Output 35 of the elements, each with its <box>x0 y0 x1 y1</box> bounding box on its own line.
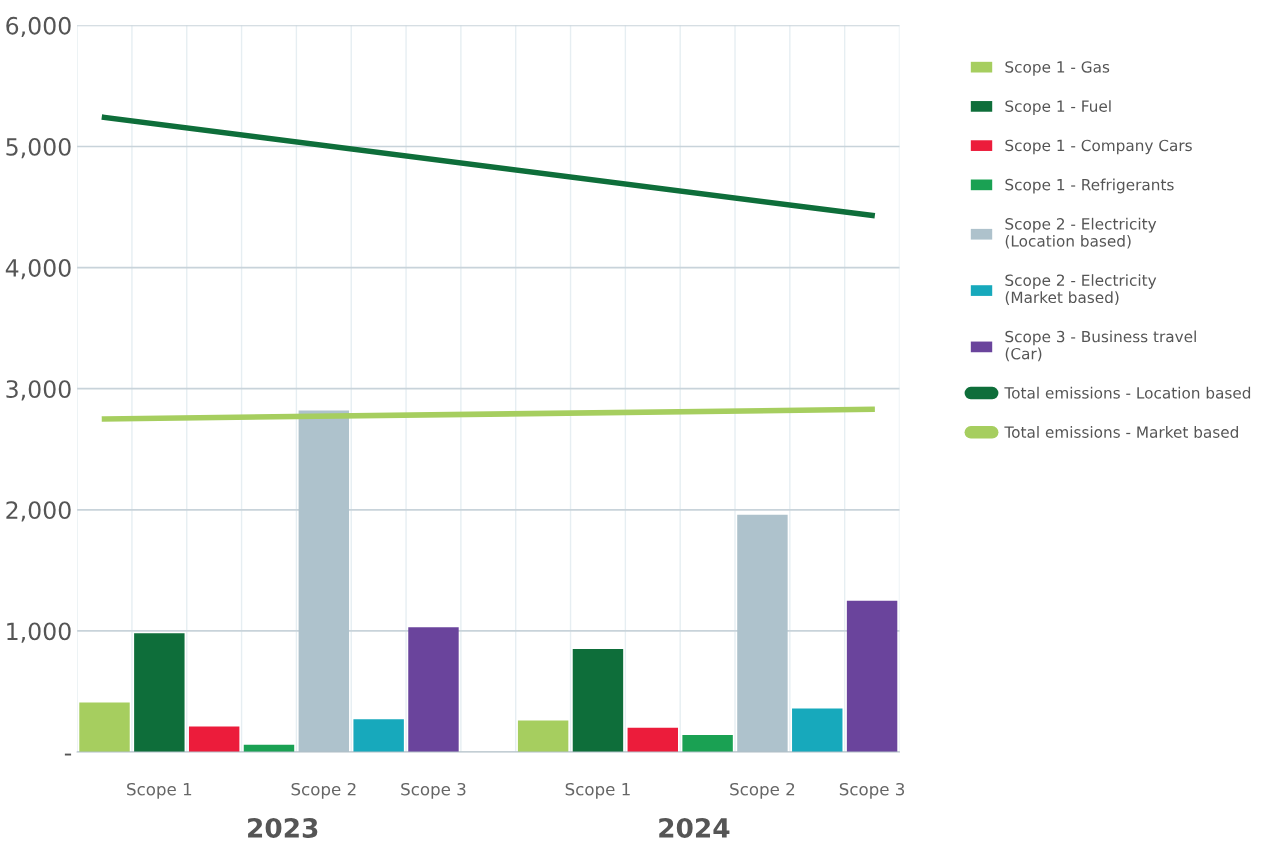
legend-label: Scope 1 - Fuel <box>1005 100 1111 115</box>
y-tick-label: 1,000 <box>7 622 71 643</box>
text: 2023 <box>248 817 318 838</box>
x-tick-label: Scope 1 <box>565 782 630 799</box>
legend-label: Total emissions - Location based <box>1004 386 1251 399</box>
bar <box>188 726 240 753</box>
bar <box>408 627 459 753</box>
bar <box>627 727 678 753</box>
y-tick-label: 4,000 <box>5 259 71 280</box>
bar <box>792 708 843 753</box>
x-tick-label: Scope 2 <box>730 782 795 799</box>
y-tick-label: - <box>64 753 72 756</box>
y-tick-label: 6,000 <box>6 16 71 38</box>
bar <box>79 702 130 753</box>
y-tick-label: 2,000 <box>6 501 71 522</box>
bar <box>682 735 733 753</box>
legend-label: Scope 1 - Company Cars <box>1005 139 1192 155</box>
x-tick-label: Scope 2 <box>291 782 356 799</box>
legend-label: Scope 2 - Electricity (Location based) <box>1005 217 1157 249</box>
x-tick-label: Scope 1 <box>127 782 192 799</box>
legend-label: Scope 1 - Refrigerants <box>1005 178 1174 194</box>
legend-label: Scope 2 - Electricity (Market based) <box>1005 274 1157 305</box>
x-tick-label: Scope 3 <box>839 782 905 799</box>
bar <box>517 720 569 753</box>
legend-label: Scope 3 - Business travel (Car) <box>1005 330 1196 362</box>
y-tick-label: 3,000 <box>6 380 71 401</box>
y-tick-label: 5,000 <box>6 137 71 159</box>
legend-label: Scope 1 - Gas <box>1005 61 1110 76</box>
bar <box>846 600 898 753</box>
legend-label: Total emissions - Market based <box>1004 426 1238 438</box>
bar <box>572 649 624 753</box>
x-tick-label: Scope 3 <box>401 782 466 799</box>
bar <box>134 633 185 753</box>
bar <box>353 719 404 753</box>
text: 2024 <box>659 817 730 838</box>
